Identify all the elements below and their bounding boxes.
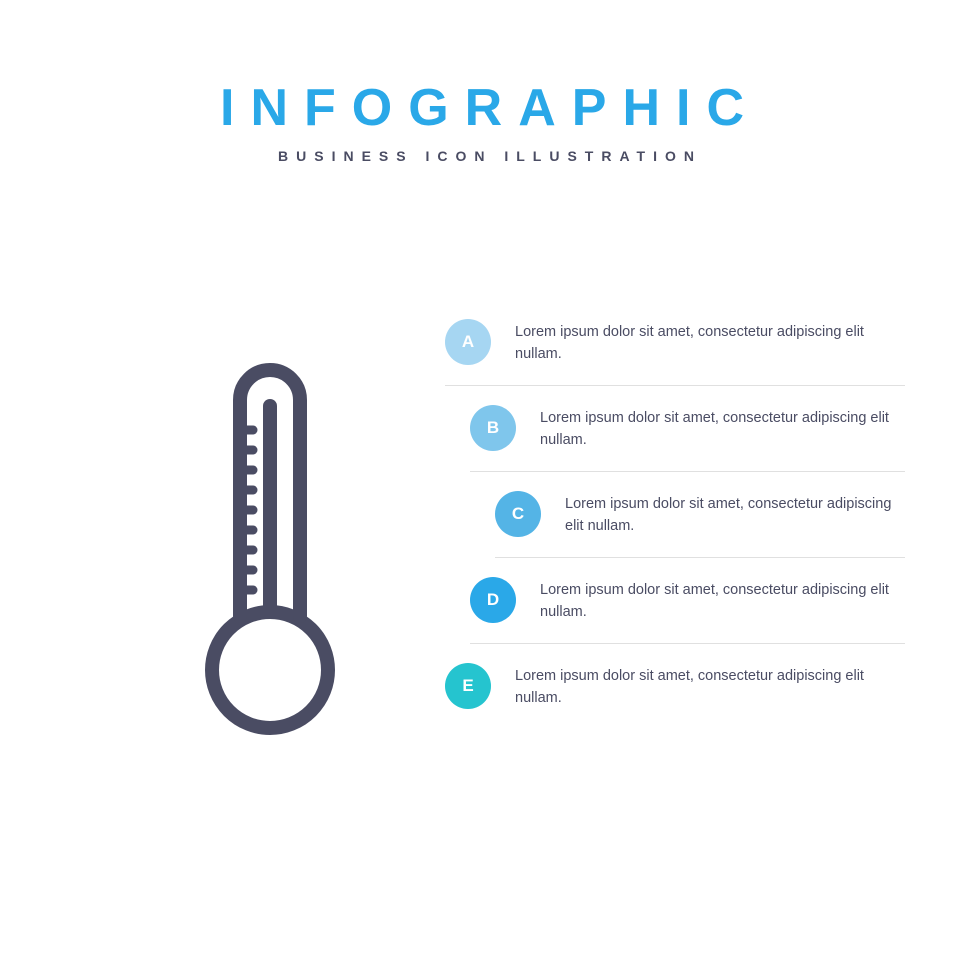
step-badge-e: E: [445, 663, 491, 709]
badge-letter: E: [462, 676, 473, 696]
badge-letter: B: [487, 418, 499, 438]
badge-letter: C: [512, 504, 524, 524]
step-badge-d: D: [470, 577, 516, 623]
step-text-c: Lorem ipsum dolor sit amet, consectetur …: [565, 491, 905, 538]
step-text-b: Lorem ipsum dolor sit amet, consectetur …: [540, 405, 905, 452]
steps-list: A Lorem ipsum dolor sit amet, consectetu…: [445, 300, 905, 729]
page-title: INFOGRAPHIC: [0, 78, 980, 138]
badge-letter: A: [462, 332, 474, 352]
step-text-d: Lorem ipsum dolor sit amet, consectetur …: [540, 577, 905, 624]
step-b: B Lorem ipsum dolor sit amet, consectetu…: [470, 386, 905, 472]
step-text-a: Lorem ipsum dolor sit amet, consectetur …: [515, 319, 905, 366]
step-c: C Lorem ipsum dolor sit amet, consectetu…: [495, 472, 905, 558]
content-area: A Lorem ipsum dolor sit amet, consectetu…: [0, 300, 980, 860]
step-a: A Lorem ipsum dolor sit amet, consectetu…: [445, 300, 905, 386]
step-badge-a: A: [445, 319, 491, 365]
page-subtitle: BUSINESS ICON ILLUSTRATION: [0, 148, 980, 164]
step-e: E Lorem ipsum dolor sit amet, consectetu…: [445, 644, 905, 729]
step-badge-b: B: [470, 405, 516, 451]
header: INFOGRAPHIC BUSINESS ICON ILLUSTRATION: [0, 0, 980, 164]
badge-letter: D: [487, 590, 499, 610]
step-d: D Lorem ipsum dolor sit amet, consectetu…: [470, 558, 905, 644]
step-badge-c: C: [495, 491, 541, 537]
step-text-e: Lorem ipsum dolor sit amet, consectetur …: [515, 663, 905, 710]
thermometer-icon: [180, 360, 360, 740]
